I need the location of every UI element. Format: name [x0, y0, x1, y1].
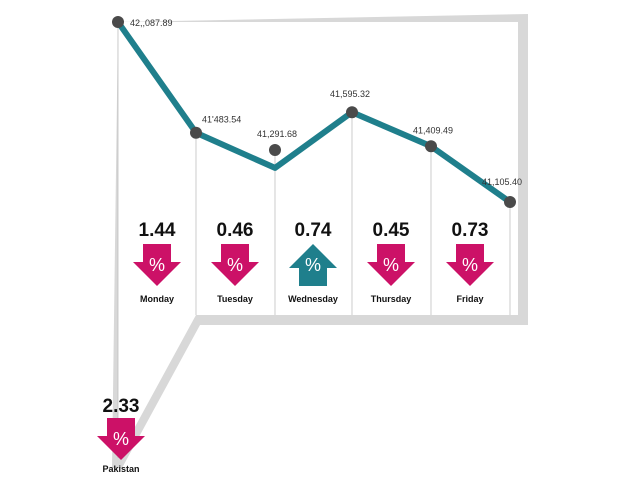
data-point	[425, 140, 437, 153]
percent-symbol: %	[113, 429, 129, 449]
data-label: 41'483.54	[202, 115, 241, 125]
down-arrow-icon	[133, 244, 181, 286]
down-arrow-icon	[97, 418, 145, 460]
percent-change-value: 0.73	[452, 220, 489, 241]
weekly-change-value: 2.33	[103, 396, 140, 417]
percent-symbol: %	[462, 255, 478, 275]
data-label: 41,291.68	[257, 129, 297, 139]
day-label: Tuesday	[217, 294, 253, 304]
data-points	[112, 16, 516, 208]
percent-symbol: %	[305, 255, 321, 275]
panel	[118, 22, 518, 458]
data-point	[346, 106, 358, 119]
day-label: Monday	[140, 294, 174, 304]
percent-change-value: 0.46	[217, 220, 254, 241]
weekly-change: 2.33% Pakistan	[97, 396, 145, 474]
data-label: 41,595.32	[330, 89, 370, 99]
day-change-wednesday: 0.74% Wednesday	[288, 220, 338, 304]
percent-change-value: 0.74	[295, 220, 332, 241]
gridlines	[117, 22, 511, 458]
weekly-label: Pakistan	[102, 464, 139, 474]
day-change-monday: 1.44% Monday	[133, 220, 181, 304]
down-arrow-icon	[446, 244, 494, 286]
percent-symbol: %	[149, 255, 165, 275]
day-label: Wednesday	[288, 294, 338, 304]
day-label: Friday	[456, 294, 483, 304]
day-change-friday: 0.73% Friday	[446, 220, 494, 304]
percent-symbol: %	[383, 255, 399, 275]
down-arrow-icon	[211, 244, 259, 286]
down-arrow-icon	[367, 244, 415, 286]
data-labels: 42,,087.89 41'483.54 41,291.68 41,595.32 41,…	[130, 18, 522, 187]
data-label: 41,409.49	[413, 125, 453, 135]
data-point	[112, 16, 124, 28]
data-point	[190, 126, 202, 139]
day-change-thursday: 0.45% Thursday	[367, 220, 415, 304]
data-point	[269, 144, 281, 156]
data-label: 42,,087.89	[130, 18, 173, 28]
data-label: 41,105.40	[482, 177, 522, 187]
percent-change-value: 1.44	[139, 220, 176, 241]
day-label: Thursday	[371, 294, 412, 304]
data-point	[504, 196, 516, 208]
index-line	[115, 19, 513, 205]
daily-changes: 1.44% Monday 0.46% Tuesday 0.74% Wednesday 0.4…	[133, 220, 494, 304]
day-change-tuesday: 0.46% Tuesday	[211, 220, 259, 304]
percent-change-value: 0.45	[373, 220, 410, 241]
up-arrow-icon	[289, 244, 337, 286]
percent-symbol: %	[227, 255, 243, 275]
